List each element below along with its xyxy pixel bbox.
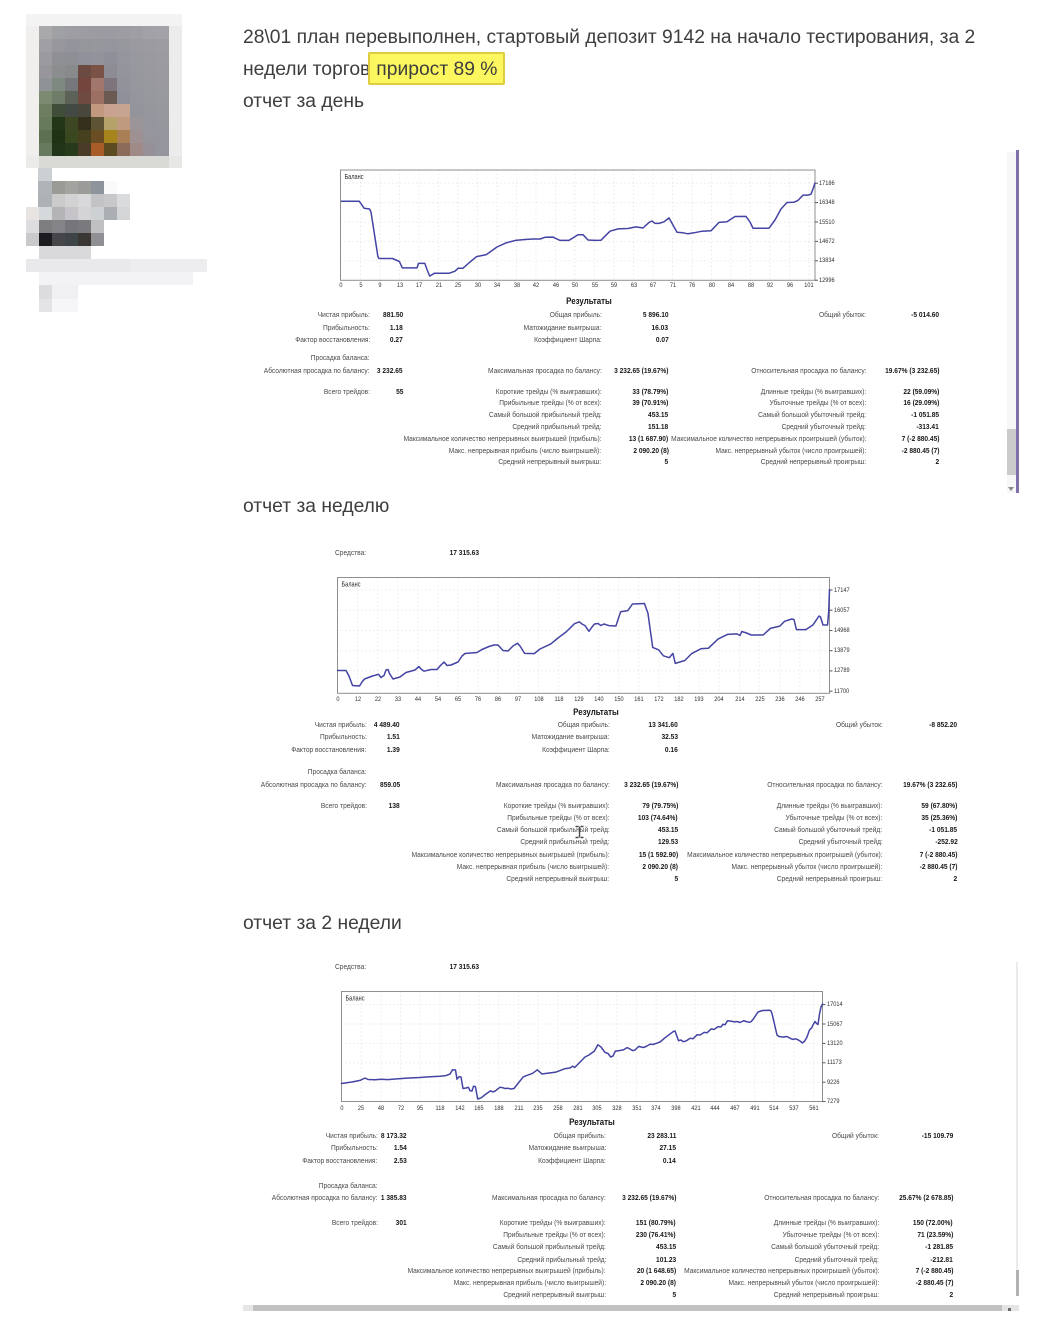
svg-text:Баланс: Баланс — [345, 174, 364, 181]
svg-text:Баланс: Баланс — [346, 996, 365, 1003]
svg-text:Баланс: Баланс — [342, 582, 361, 589]
